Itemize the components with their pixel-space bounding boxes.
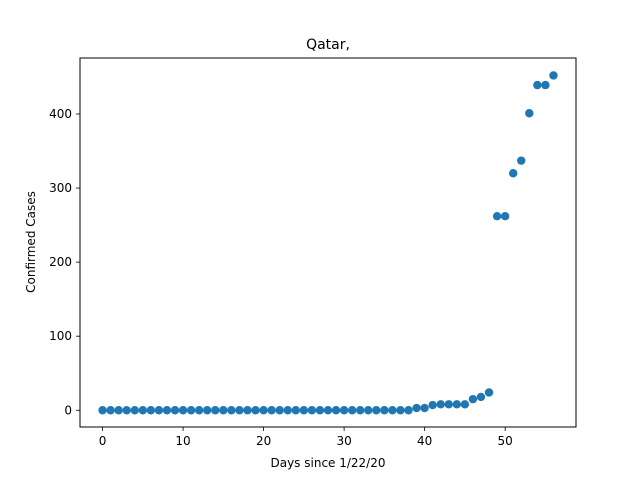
data-point (364, 406, 373, 415)
data-point (452, 400, 462, 409)
data-point (404, 406, 413, 415)
data-point (211, 406, 220, 415)
data-point (98, 406, 107, 415)
data-point (460, 400, 470, 409)
data-point (468, 394, 478, 404)
data-point (194, 406, 204, 415)
data-points (98, 71, 558, 415)
data-point (267, 406, 276, 415)
x-tick-label: 20 (256, 434, 271, 448)
data-point (525, 109, 534, 118)
data-point (372, 406, 381, 415)
data-point (428, 400, 437, 410)
data-point (315, 406, 325, 415)
x-tick-label: 10 (175, 434, 190, 448)
data-point (243, 406, 252, 415)
data-point (517, 156, 526, 165)
x-tick-label: 50 (498, 434, 513, 448)
data-point (307, 406, 317, 415)
data-point (146, 406, 156, 415)
axes-frame (79, 57, 577, 428)
data-point (299, 406, 309, 415)
data-point (380, 406, 389, 415)
data-point (186, 406, 196, 415)
data-point (178, 406, 188, 415)
y-axis: 0 100 200 300 400 (49, 107, 80, 417)
data-point (436, 400, 445, 409)
x-tick-label: 30 (336, 434, 351, 448)
data-point (541, 80, 550, 90)
data-point (500, 212, 510, 221)
data-point (162, 406, 172, 415)
y-tick-label: 300 (49, 181, 72, 195)
data-point (492, 212, 502, 221)
data-point (420, 403, 429, 413)
data-point (323, 406, 333, 415)
data-point (291, 406, 300, 415)
data-point (444, 400, 453, 409)
data-point (203, 406, 212, 415)
data-point (251, 406, 260, 415)
x-axis: 0 10 20 30 40 50 (99, 427, 513, 448)
data-point (476, 392, 486, 402)
data-point (356, 406, 365, 415)
x-tick-label: 0 (99, 434, 107, 448)
y-tick-label: 0 (64, 403, 72, 417)
data-point (388, 406, 397, 415)
data-point (114, 406, 123, 415)
y-axis-label: Confirmed Cases (24, 191, 38, 293)
data-point (396, 406, 405, 415)
data-point (275, 406, 284, 415)
data-point (138, 406, 148, 415)
data-point (219, 406, 228, 415)
data-point (508, 169, 518, 178)
x-axis-label: Days since 1/22/20 (270, 456, 385, 470)
data-point (259, 406, 268, 415)
data-point (235, 406, 244, 415)
data-point (154, 406, 164, 415)
x-tick-label: 40 (417, 434, 432, 448)
data-point (122, 406, 131, 415)
data-point (227, 406, 236, 415)
data-point (549, 71, 558, 80)
data-point (339, 406, 349, 415)
data-point (106, 406, 115, 415)
data-point (170, 406, 180, 415)
y-tick-label: 100 (49, 329, 72, 343)
data-point (283, 406, 292, 415)
y-tick-label: 400 (49, 107, 72, 121)
chart-title: Qatar, (306, 37, 350, 53)
data-point (484, 388, 494, 397)
data-point (347, 406, 357, 415)
data-point (130, 406, 139, 415)
y-tick-label: 200 (49, 255, 72, 269)
data-point (533, 80, 542, 90)
data-point (412, 403, 421, 413)
data-point (331, 406, 341, 415)
